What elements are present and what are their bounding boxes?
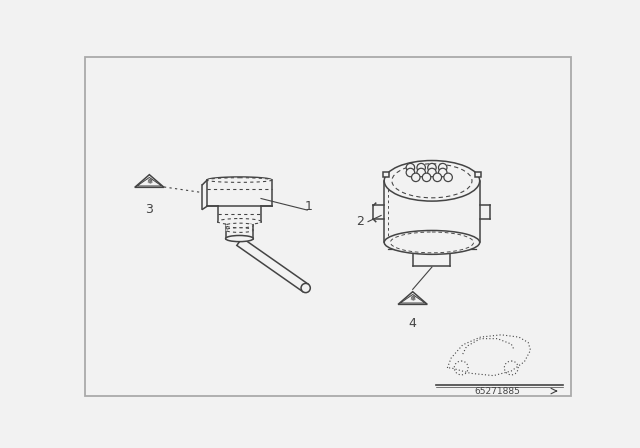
Polygon shape [135, 175, 164, 187]
Text: ❅: ❅ [146, 177, 152, 185]
Polygon shape [398, 292, 428, 304]
Ellipse shape [225, 228, 253, 233]
Circle shape [422, 173, 431, 181]
Polygon shape [237, 238, 308, 292]
Circle shape [428, 164, 436, 172]
Polygon shape [475, 172, 481, 177]
Circle shape [412, 173, 420, 181]
Circle shape [438, 168, 447, 177]
Ellipse shape [225, 223, 253, 228]
Ellipse shape [384, 160, 480, 201]
Ellipse shape [218, 219, 261, 225]
Circle shape [417, 168, 426, 177]
Circle shape [438, 164, 447, 172]
Circle shape [406, 164, 415, 172]
Text: 4: 4 [409, 317, 417, 330]
Text: 1: 1 [305, 200, 313, 213]
Circle shape [428, 168, 436, 177]
Circle shape [444, 173, 452, 181]
Text: 65271885: 65271885 [474, 387, 520, 396]
Ellipse shape [384, 230, 480, 254]
Text: 3: 3 [145, 203, 154, 216]
Circle shape [406, 168, 415, 177]
Polygon shape [383, 172, 389, 177]
Text: 2: 2 [356, 215, 364, 228]
Circle shape [433, 173, 442, 181]
Ellipse shape [301, 284, 310, 293]
Ellipse shape [207, 178, 272, 182]
Circle shape [417, 164, 426, 172]
Ellipse shape [225, 236, 253, 241]
Text: ❅: ❅ [410, 294, 416, 303]
